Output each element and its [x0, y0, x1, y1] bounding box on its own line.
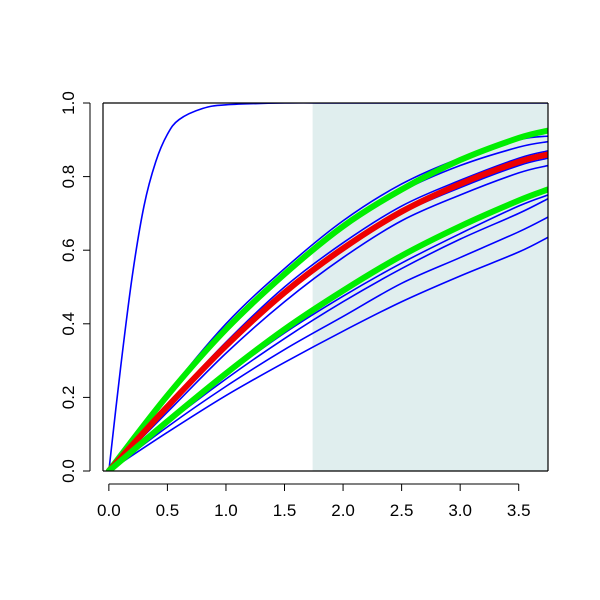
y-tick-label: 0.6 — [59, 238, 78, 262]
series-layer — [105, 103, 548, 471]
series-line-10 — [108, 216, 548, 471]
series-line-6 — [108, 164, 548, 471]
axis-layer: 0.0 0.5 1.0 1.5 2.0 2.5 3.0 3.5 0.0 0.2 0.4 0.6 0.8 1… — [59, 91, 549, 520]
y-tick-label: 0.8 — [59, 165, 78, 189]
series-line-11 — [108, 236, 548, 471]
y-tick-label: 0.0 — [59, 459, 78, 483]
y-tick-label: 0.2 — [59, 386, 78, 410]
x-tick-label: 2.0 — [331, 501, 355, 520]
series-line-12 — [105, 127, 548, 471]
x-tick-label: 0.5 — [156, 501, 180, 520]
x-tick-label: 3.5 — [507, 501, 531, 520]
x-tick-label: 0.0 — [97, 501, 121, 520]
y-tick-label: 0.4 — [59, 312, 78, 336]
series-line-13 — [105, 151, 548, 471]
series-line-1 — [108, 103, 548, 471]
x-tick-label: 2.5 — [390, 501, 414, 520]
y-tick-label: 1.0 — [59, 91, 78, 115]
series-line-14 — [105, 186, 548, 471]
x-tick-label: 1.0 — [214, 501, 238, 520]
x-tick-label: 3.0 — [448, 501, 472, 520]
x-tick-label: 1.5 — [273, 501, 297, 520]
